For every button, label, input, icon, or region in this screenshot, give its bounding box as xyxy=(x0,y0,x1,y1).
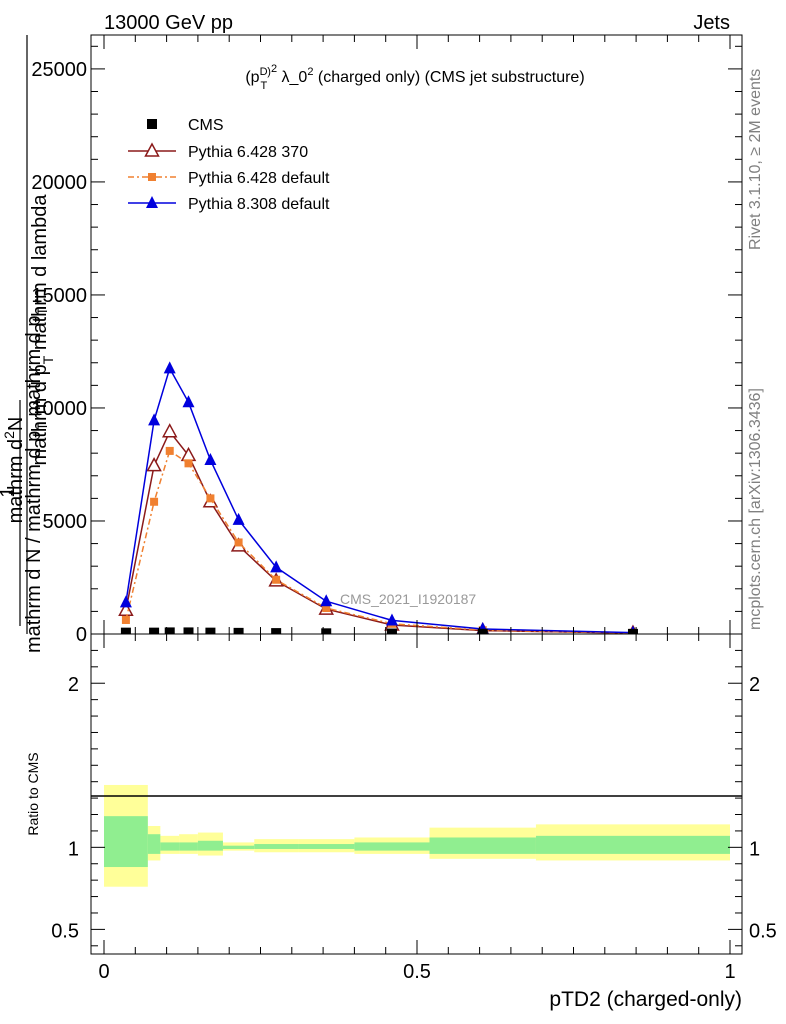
legend-label: Pythia 6.428 370 xyxy=(188,144,308,161)
data-point-cms xyxy=(233,627,244,634)
data-point-pythia6-default xyxy=(206,494,215,503)
mcplots-label: mcplots.cern.ch [arXiv:1306.3436] xyxy=(747,388,764,630)
band-green xyxy=(298,844,355,849)
legend-label: Pythia 6.428 default xyxy=(188,170,330,187)
band-green xyxy=(147,834,161,854)
band-green xyxy=(354,842,430,851)
data-point-pythia6-370 xyxy=(118,601,134,617)
data-point-pythia8-default xyxy=(119,595,132,608)
xaxis-title: pTD2 (charged-only) xyxy=(549,988,742,1011)
data-point-cms xyxy=(183,627,194,634)
data-point-pythia8-default xyxy=(182,395,195,408)
legend-marker xyxy=(144,142,160,157)
band-green xyxy=(160,842,180,851)
rivet-label: Rivet 3.1.10, ≥ 2M events xyxy=(747,69,764,250)
ytick-label: 15000 xyxy=(31,285,87,307)
ytick-label: 10000 xyxy=(31,398,87,420)
data-point-pythia6-default xyxy=(165,446,174,455)
band-green xyxy=(104,816,148,868)
process-label: Jets xyxy=(693,12,730,34)
band-green xyxy=(197,840,223,851)
xtick-label: 0.5 xyxy=(403,961,431,983)
ratio-axis-ticks: 0.5 0.5 1 1 2 2 0 0.5 1 xyxy=(51,634,777,983)
legend-label: Pythia 8.308 default xyxy=(188,196,330,213)
legend-marker xyxy=(146,196,158,208)
yaxis-inner-numerator: 1 xyxy=(0,486,19,497)
ratio-yaxis-title: Ratio to CMS xyxy=(25,752,41,835)
ratio-ytick-label: 0.5 xyxy=(51,920,79,942)
data-point-cms xyxy=(205,627,216,634)
legend-marker xyxy=(148,173,156,181)
legend: CMS Pythia 6.428 370 Pythia 6.428 default P… xyxy=(128,117,330,213)
data-point-pythia8-default xyxy=(148,413,161,426)
data-point-pythia6-default xyxy=(150,497,159,506)
ratio-ytick-label: 1 xyxy=(68,838,79,860)
legend-marker xyxy=(147,119,157,129)
band-green xyxy=(179,842,198,851)
energy-label: 13000 GeV pp xyxy=(104,12,233,34)
data-point-pythia8-default xyxy=(204,452,217,465)
main-axis-ticks: 0 5000 10000 15000 20000 25000 xyxy=(31,35,742,646)
data-point-pythia6-default xyxy=(184,459,193,468)
ratio-ytick-label-right: 1 xyxy=(749,838,760,860)
data-point-pythia6-default xyxy=(121,615,130,624)
data-point-pythia6-370 xyxy=(146,457,162,472)
ratio-ytick-label-right: 0.5 xyxy=(749,920,777,942)
ratio-bands xyxy=(104,784,730,887)
ytick-label: 5000 xyxy=(43,511,88,533)
xtick-label: 0 xyxy=(98,961,109,983)
series-layer xyxy=(118,361,639,634)
band-green xyxy=(222,845,255,849)
data-point-cms xyxy=(477,628,488,634)
data-point-pythia8-default xyxy=(232,512,245,525)
ytick-label: 0 xyxy=(76,624,87,646)
data-point-cms xyxy=(120,627,131,634)
ytick-label: 20000 xyxy=(31,172,87,194)
band-green xyxy=(535,835,730,854)
data-point-cms xyxy=(386,628,397,634)
data-point-pythia6-default xyxy=(322,604,331,613)
data-point-cms xyxy=(627,628,638,634)
data-point-pythia8-default xyxy=(270,560,283,573)
xtick-label: 1 xyxy=(724,961,735,983)
data-point-pythia6-default xyxy=(234,538,243,547)
data-point-pythia8-default xyxy=(385,613,398,626)
data-point-pythia6-default xyxy=(272,575,281,584)
data-point-cms xyxy=(321,628,332,634)
data-point-pythia8-default xyxy=(163,361,176,374)
band-green xyxy=(254,844,299,849)
ytick-label: 25000 xyxy=(31,59,87,81)
legend-label: CMS xyxy=(188,117,224,134)
data-point-pythia6-370 xyxy=(161,423,178,438)
analysis-watermark: CMS_2021_I1920187 xyxy=(340,591,476,607)
yaxis-inner-denominator: mathrm d N / mathrm d pT mathrm d pT xyxy=(23,307,50,654)
data-point-cms xyxy=(149,627,160,634)
data-point-pythia8-default xyxy=(320,594,333,607)
band-green xyxy=(429,837,536,854)
ratio-panel: 0.5 0.5 1 1 2 2 0 0.5 1 Ratio to CMS pTD2 (charg… xyxy=(25,633,777,1011)
ratio-ytick-label: 2 xyxy=(68,674,79,696)
data-point-cms xyxy=(271,628,282,634)
ratio-ytick-label-right: 2 xyxy=(749,674,760,696)
data-point-cms xyxy=(164,627,175,634)
